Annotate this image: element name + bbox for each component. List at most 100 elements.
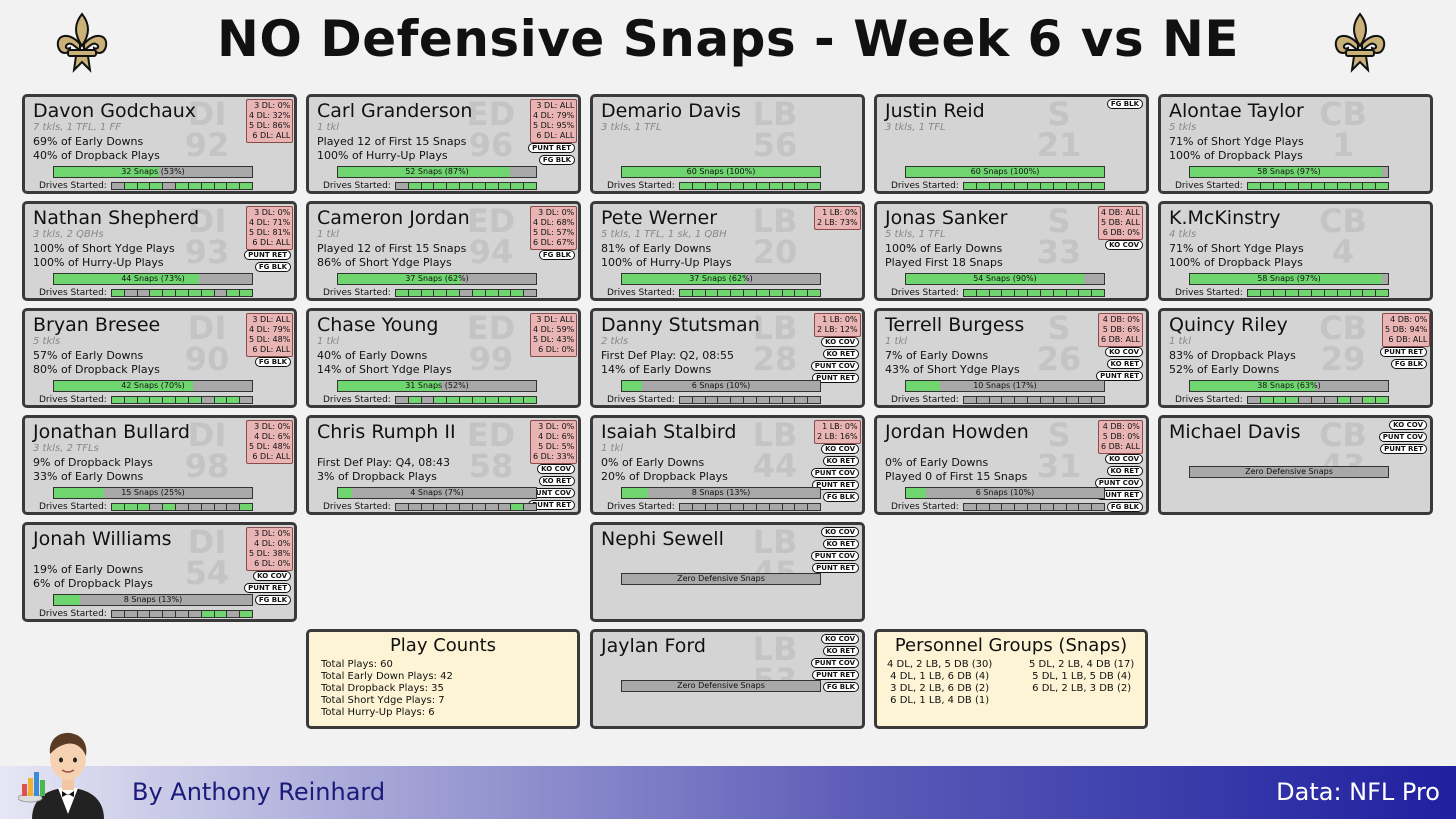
player-name: Jonah Williams [33,528,172,550]
position-group-rate: 4 DL: 32% [249,111,291,120]
snap-bar: Zero Defensive Snaps [621,573,821,585]
snap-bar-fill [622,274,745,284]
special-teams-tags: PUNT RET FG BLK [1380,345,1427,369]
special-teams-tag: PUNT RET [812,480,859,490]
position-group-rate: 4 DB: 0% [1102,315,1140,324]
snap-bar-fill [622,488,648,498]
drive-cell [408,290,422,296]
position-group-box: 3 DL: 0% 4 DL: 71% 5 DL: 81% 6 DL: ALL [246,206,294,250]
drive-cell [202,504,215,510]
play-count-line: Total Early Down Plays: 42 [321,671,453,682]
drive-cell [680,183,693,189]
drive-cell [1376,290,1388,296]
snap-bar-fill [338,488,352,498]
position-number-watermark: ED 58 [459,419,523,482]
player-card: ED 94 Cameron Jordan 1 tkl Played 12 of Firs… [306,201,581,301]
special-teams-tag: FG BLK [538,155,575,165]
drive-cell [434,290,448,296]
snap-bar: Zero Defensive Snaps [1189,466,1389,478]
drive-cell [1363,290,1377,296]
position-group-box: 4 DB: 0% 5 DB: 0% 6 DB: ALL [1098,420,1143,454]
drives-started-label: Drives Started: [39,502,107,512]
snap-bar-fill [906,381,940,391]
snap-bar-fill [54,274,199,284]
snap-count-label: Zero Defensive Snaps [677,574,765,583]
drive-cell [795,504,809,510]
player-card: S 21 Justin Reid 3 tkls, 1 TFL FG BLK 60 Snap… [874,94,1149,194]
position-group-rate: 6 DL: ALL [252,131,291,140]
snap-bar: 44 Snaps (73%) [53,273,253,285]
drive-cell [1015,183,1029,189]
drive-cell [1273,290,1287,296]
drive-cell [1002,504,1016,510]
position-group-box: 3 DL: 0% 4 DL: 6% 5 DL: 5% 6 DL: 33% [530,420,578,464]
play-count-line: Total Hurry-Up Plays: 6 [321,707,435,718]
drive-cell [460,183,473,189]
special-teams-tag: KO RET [538,476,575,486]
fleur-de-lis-logo-right [1334,12,1386,73]
player-name: Michael Davis [1169,421,1301,443]
drive-cell [421,183,435,189]
drive-cell [1053,290,1067,296]
snap-bar: 15 Snaps (25%) [53,487,253,499]
drive-cell [1337,290,1351,296]
drive-cell [731,504,745,510]
position-group-rate: 5 DL: 81% [249,228,291,237]
drives-started-strip [963,396,1105,404]
position-number-watermark: ED 94 [459,205,523,268]
position-watermark: DI [187,523,227,561]
position-group-rate: 6 DB: 0% [1102,228,1140,237]
drive-cell [138,290,151,296]
drive-cell [1002,397,1016,403]
usage-line-2: 100% of Hurry-Up Plays [601,256,732,269]
position-group-box: 1 LB: 0% 2 LB: 12% [814,313,861,337]
drive-cell [524,504,536,510]
drives-started-strip [111,610,253,618]
position-group-rate: 6 DL: ALL [536,131,575,140]
drive-cell [1092,290,1104,296]
player-name: Nathan Shepherd [33,207,200,229]
position-watermark: ED [466,309,516,347]
player-card: S 33 Jonas Sanker 5 tkls, 1 TFL 100% of Earl… [874,201,1149,301]
drive-cell [188,183,202,189]
position-watermark: CB [1319,309,1367,347]
drive-cell [1350,290,1364,296]
special-teams-tag: KO COV [537,464,575,474]
drives-started-label: Drives Started: [891,288,959,298]
jersey-number-watermark: 90 [184,340,230,378]
position-group-rate: 5 DL: 5% [538,442,575,451]
drive-cell [1351,397,1364,403]
position-number-watermark: LB 28 [743,312,807,375]
drives-started-label: Drives Started: [891,181,959,191]
drive-cell [112,183,125,189]
snap-count-label: 54 Snaps (90%) [973,274,1037,283]
special-teams-tag: KO COV [821,444,859,454]
drive-cell [782,290,796,296]
special-teams-tags: FG BLK [538,248,575,260]
snap-bar: 32 Snaps (53%) [53,166,253,178]
player-name: Quincy Riley [1169,314,1288,336]
player-name: Carl Granderson [317,100,473,122]
drive-cell [498,397,512,403]
snap-bar: 37 Snaps (62%) [621,273,821,285]
snap-bar: 60 Snaps (100%) [905,166,1105,178]
drive-cell [1312,183,1325,189]
usage-line-2: 52% of Early Downs [1169,363,1280,376]
drive-cell [1337,183,1351,189]
position-group-rate: 3 DL: 0% [254,208,291,217]
drive-cell [150,290,164,296]
butler-mascot-icon [18,732,104,819]
jersey-number-watermark: 29 [1320,340,1366,378]
drive-cell [511,290,525,296]
usage-line-1: 0% of Early Downs [885,456,989,469]
usage-line-1: First Def Play: Q4, 08:43 [317,456,450,469]
player-stats: 1 tkl [601,443,624,454]
special-teams-tags: FG BLK [254,355,291,367]
snap-bar-fill [54,167,159,177]
jersey-number-watermark: 33 [1036,233,1082,271]
drives-started-label: Drives Started: [607,502,675,512]
drive-cell [705,290,719,296]
position-group-rate: 2 LB: 16% [817,432,858,441]
drive-cell [189,504,202,510]
